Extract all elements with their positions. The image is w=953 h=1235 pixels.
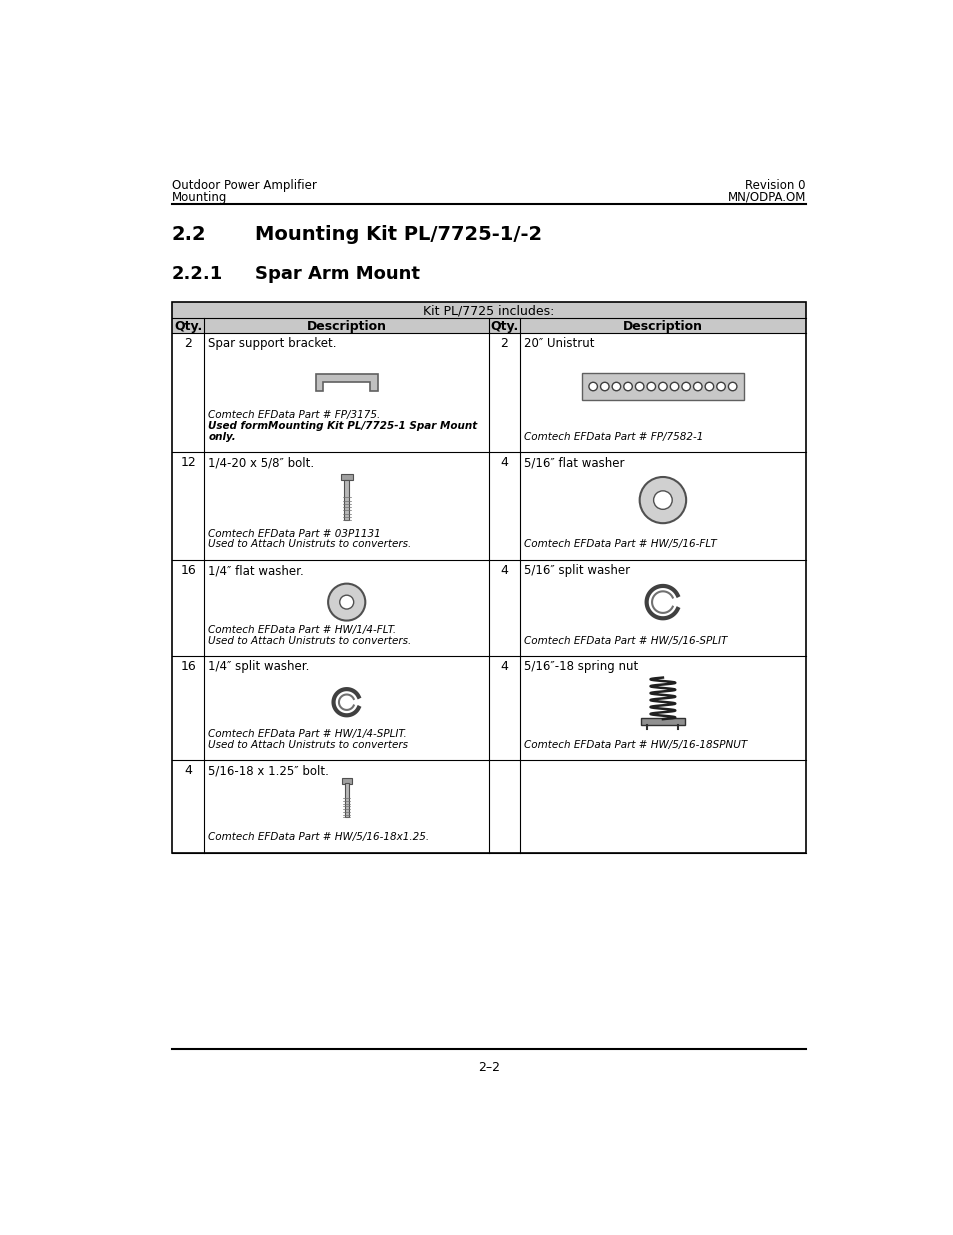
Text: 4: 4 (184, 764, 192, 777)
Text: Used formMounting Kit PL/7725-1 Spar Mount: Used formMounting Kit PL/7725-1 Spar Mou… (208, 421, 477, 431)
Text: Description: Description (307, 320, 386, 333)
Text: Comtech EFData Part # HW/1/4-SPLIT.: Comtech EFData Part # HW/1/4-SPLIT. (208, 729, 407, 739)
Text: 2.2: 2.2 (172, 225, 207, 245)
Circle shape (599, 383, 608, 390)
Circle shape (716, 383, 724, 390)
Circle shape (653, 490, 672, 509)
Bar (341, 778, 352, 784)
Text: 5/16″ split washer: 5/16″ split washer (523, 564, 629, 577)
Text: Revision 0: Revision 0 (744, 179, 805, 191)
Circle shape (681, 383, 690, 390)
Bar (172, 317, 805, 333)
Text: 16: 16 (180, 564, 196, 577)
Circle shape (639, 477, 685, 524)
Text: 2: 2 (184, 337, 192, 350)
Text: Comtech EFData Part # HW/5/16-18SPNUT: Comtech EFData Part # HW/5/16-18SPNUT (523, 740, 746, 750)
Text: Spar Arm Mount: Spar Arm Mount (254, 266, 419, 283)
Text: Used to Attach Unistruts to converters.: Used to Attach Unistruts to converters. (208, 636, 411, 646)
Text: Used to Attach Unistruts to converters: Used to Attach Unistruts to converters (208, 740, 408, 750)
Text: 20″ Unistrut: 20″ Unistrut (523, 337, 594, 350)
Circle shape (635, 383, 643, 390)
Text: 2: 2 (500, 337, 508, 350)
Bar (172, 303, 805, 852)
Text: 5/16″-18 spring nut: 5/16″-18 spring nut (523, 661, 638, 673)
Text: Kit PL/7725 includes:: Kit PL/7725 includes: (423, 305, 554, 317)
Circle shape (646, 383, 655, 390)
Text: Comtech EFData Part # 03P1131: Comtech EFData Part # 03P1131 (208, 529, 381, 538)
Circle shape (728, 383, 736, 390)
Bar (581, 373, 743, 400)
Bar (340, 473, 353, 480)
Circle shape (339, 595, 354, 609)
Circle shape (588, 383, 597, 390)
Text: Comtech EFData Part # FP/7582-1: Comtech EFData Part # FP/7582-1 (523, 431, 702, 442)
Bar (172, 303, 805, 317)
Text: Qty.: Qty. (173, 320, 202, 333)
Bar (172, 303, 805, 852)
Bar (344, 783, 349, 818)
Text: 4: 4 (500, 456, 508, 469)
Circle shape (612, 383, 620, 390)
Text: 2–2: 2–2 (477, 1061, 499, 1073)
Bar (344, 480, 349, 520)
Text: MN/ODPA.OM: MN/ODPA.OM (727, 190, 805, 204)
Text: Mounting Kit PL/7725-1/-2: Mounting Kit PL/7725-1/-2 (254, 225, 541, 245)
Circle shape (693, 383, 701, 390)
Text: only.: only. (208, 431, 236, 442)
Circle shape (704, 383, 713, 390)
Text: Description: Description (622, 320, 702, 333)
Text: 1/4-20 x 5/8″ bolt.: 1/4-20 x 5/8″ bolt. (208, 456, 314, 469)
Text: 5/16-18 x 1.25″ bolt.: 5/16-18 x 1.25″ bolt. (208, 764, 329, 777)
Text: 12: 12 (180, 456, 196, 469)
Bar (640, 718, 684, 725)
Text: Comtech EFData Part # HW/5/16-18x1.25.: Comtech EFData Part # HW/5/16-18x1.25. (208, 832, 429, 842)
Text: 4: 4 (500, 661, 508, 673)
Text: 2.2.1: 2.2.1 (172, 266, 223, 283)
Text: 4: 4 (500, 564, 508, 577)
Text: 5/16″ flat washer: 5/16″ flat washer (523, 456, 623, 469)
Text: Comtech EFData Part # HW/5/16-FLT: Comtech EFData Part # HW/5/16-FLT (523, 540, 716, 550)
Text: Comtech EFData Part # HW/1/4-FLT.: Comtech EFData Part # HW/1/4-FLT. (208, 625, 396, 635)
Circle shape (623, 383, 632, 390)
Text: Mounting: Mounting (172, 190, 227, 204)
Circle shape (658, 383, 666, 390)
Text: Outdoor Power Amplifier: Outdoor Power Amplifier (172, 179, 316, 191)
Text: Qty.: Qty. (490, 320, 518, 333)
Text: Comtech EFData Part # HW/5/16-SPLIT: Comtech EFData Part # HW/5/16-SPLIT (523, 636, 726, 646)
Text: Comtech EFData Part # FP/3175.: Comtech EFData Part # FP/3175. (208, 410, 380, 420)
Circle shape (670, 383, 679, 390)
Text: Used to Attach Unistruts to converters.: Used to Attach Unistruts to converters. (208, 540, 411, 550)
Text: 1/4″ flat washer.: 1/4″ flat washer. (208, 564, 304, 577)
Text: 16: 16 (180, 661, 196, 673)
Text: Spar support bracket.: Spar support bracket. (208, 337, 336, 350)
Text: 1/4″ split washer.: 1/4″ split washer. (208, 661, 310, 673)
Polygon shape (315, 374, 377, 391)
Circle shape (328, 584, 365, 621)
